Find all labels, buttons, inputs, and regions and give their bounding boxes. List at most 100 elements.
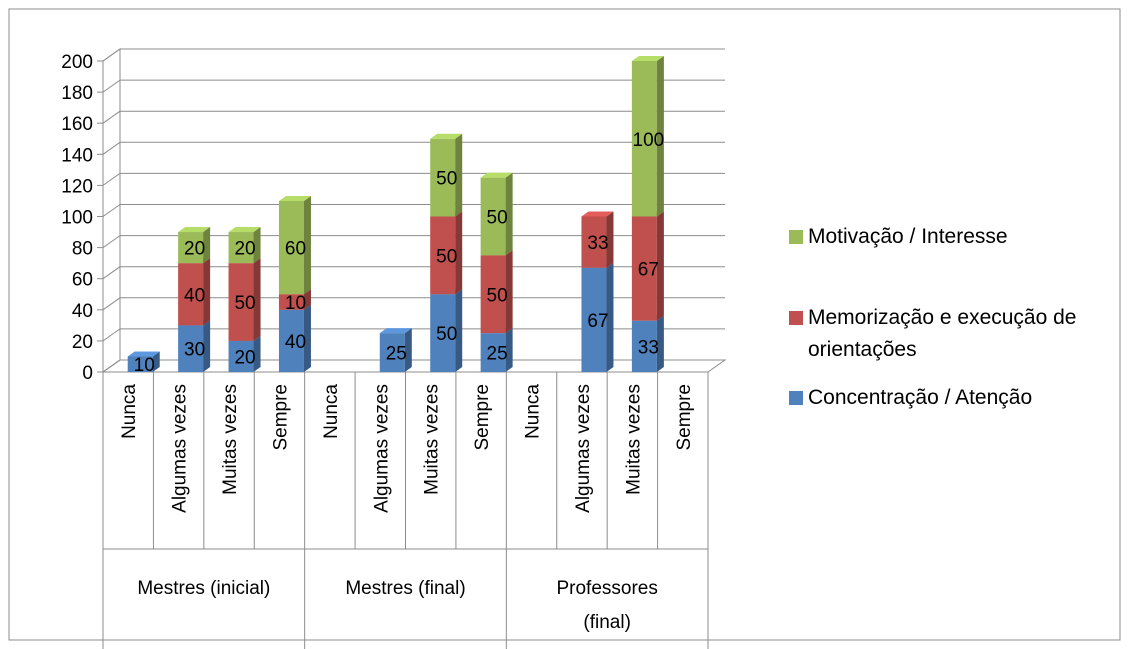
bar-side (203, 320, 211, 372)
gridline-side (102, 266, 121, 280)
data-label: 33 (587, 233, 608, 254)
y-tick-label: 160 (61, 114, 93, 135)
y-tick-label: 100 (61, 208, 93, 229)
x-category-label: Sempre (472, 384, 493, 451)
data-label: 10 (285, 293, 306, 314)
legend-swatch (789, 311, 803, 325)
bar-front (631, 61, 657, 217)
y-tick-label: 0 (82, 363, 93, 384)
x-group-label: Mestres (final) (345, 578, 465, 599)
bar-segment (430, 133, 463, 217)
bar-top (278, 195, 311, 201)
bar-front (278, 309, 304, 372)
legend: Motivação / Interesse Memorização e execu… (789, 225, 1076, 409)
legend-label: orientações (808, 338, 917, 361)
gridline-side (102, 297, 121, 311)
data-label: 20 (184, 239, 205, 260)
legend-item: Concentração / Atenção (789, 386, 1032, 409)
bar-side (203, 227, 211, 264)
bar-side (253, 335, 261, 372)
bar-front (631, 216, 657, 321)
bar-side (203, 258, 211, 326)
bar-side (303, 304, 311, 372)
data-label: 33 (638, 337, 659, 358)
x-category-label: Nunca (321, 384, 342, 439)
x-category-label: Algumas vezes (573, 384, 594, 513)
bar-front (228, 340, 254, 372)
gridline-side (102, 172, 121, 186)
gridline-side (102, 359, 121, 373)
y-tick-label: 20 (72, 332, 93, 353)
bar-segment (228, 227, 261, 264)
gridline-side (102, 141, 121, 155)
x-category-label: Nunca (523, 384, 544, 439)
bar-front (379, 333, 405, 372)
bars (127, 56, 664, 372)
bar-segment (631, 56, 664, 217)
y-tick-label: 180 (61, 83, 93, 104)
data-label: 50 (436, 246, 457, 267)
bar-side (253, 258, 261, 341)
bar-side (505, 328, 513, 372)
bar-segment (178, 227, 211, 264)
data-label: 25 (386, 344, 407, 365)
legend-label: Motivação / Interesse (808, 225, 1008, 248)
y-tick-label: 80 (72, 239, 93, 260)
data-label: 50 (487, 285, 508, 306)
gridline-side (102, 328, 121, 342)
bar-side (303, 195, 311, 295)
bar-side (606, 262, 614, 372)
gridlines (102, 48, 725, 373)
x-group-label: (final) (583, 612, 631, 633)
bar-segment (278, 304, 311, 372)
gridline-side (102, 204, 121, 217)
bar-side (505, 250, 513, 334)
y-axis: 0 20 40 60 80 100 120 140 160 180 200 (61, 52, 104, 384)
data-label: 20 (234, 347, 255, 368)
bar-top (430, 133, 463, 139)
bar-segment (480, 172, 513, 256)
data-label: 50 (487, 208, 508, 229)
y-tick-label: 60 (72, 270, 93, 291)
bar-front (430, 294, 456, 372)
bar-side (606, 211, 614, 268)
bar-front (430, 216, 456, 295)
bar-front (178, 232, 204, 264)
legend-swatch (789, 230, 803, 244)
legend-label: Concentração / Atenção (808, 386, 1032, 409)
bar-front (581, 267, 607, 372)
x-category-label: Muitas vezes (220, 384, 241, 495)
bar-front (631, 320, 657, 372)
bar-front (127, 356, 153, 372)
x-category-label: Algumas vezes (170, 384, 191, 513)
y-tick-label: 120 (61, 176, 93, 197)
bar-side (455, 133, 463, 217)
bar-front (228, 232, 254, 264)
data-label: 67 (638, 260, 659, 281)
x-category-label: Sempre (674, 384, 695, 451)
bar-side (505, 172, 513, 256)
x-group-label: Mestres (inicial) (137, 578, 270, 599)
bar-top (581, 211, 614, 217)
x-category-label: Nunca (119, 384, 140, 439)
bar-front (228, 263, 254, 341)
bar-top (228, 227, 261, 233)
data-label: 20 (234, 239, 255, 260)
data-label: 60 (285, 239, 306, 260)
bar-top (127, 351, 160, 357)
legend-item: Memorização e execução de orientações (789, 306, 1076, 361)
bar-segment (430, 211, 463, 295)
bar-side (253, 227, 261, 264)
bar-segment (278, 195, 311, 295)
x-category-label: Muitas vezes (422, 384, 443, 495)
bar-side (455, 211, 463, 295)
legend-label: Memorização e execução de (808, 306, 1076, 329)
bar-top (379, 328, 412, 334)
gridline-side (102, 79, 121, 93)
bar-side (656, 211, 664, 321)
bar-side (152, 351, 160, 372)
data-label: 67 (587, 311, 608, 332)
bar-front (430, 138, 456, 217)
